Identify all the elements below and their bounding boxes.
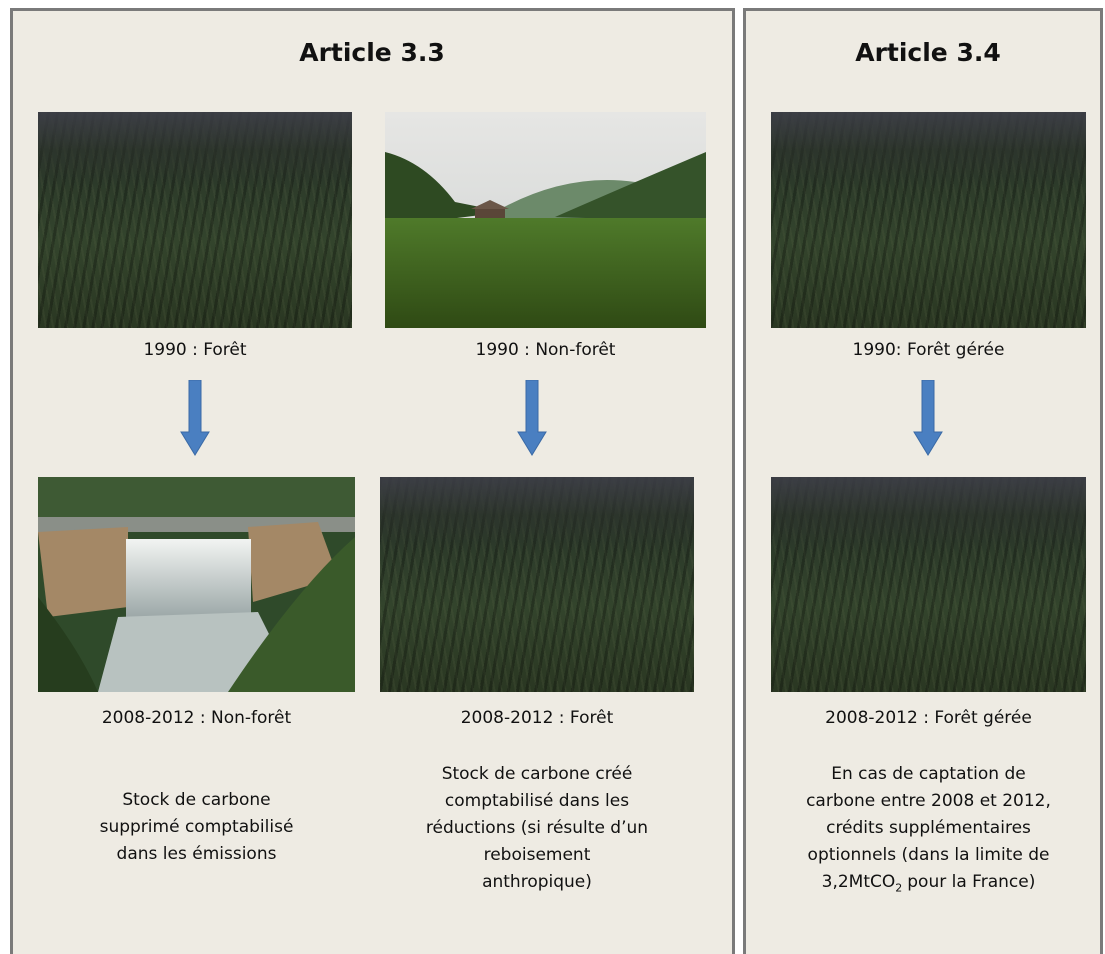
after-label: 2008-2012 : Non-forêt bbox=[101, 708, 292, 728]
description-line: dans les émissions bbox=[116, 844, 277, 864]
description-line: anthropique) bbox=[482, 872, 592, 892]
down-arrow bbox=[180, 380, 210, 456]
subscript: 2 bbox=[895, 881, 903, 895]
description: En cas de captation de carbone entre 2008… bbox=[771, 761, 1086, 901]
after-label: 2008-2012 : Forêt bbox=[460, 708, 614, 728]
after-label: 2008-2012 : Forêt gérée bbox=[825, 708, 1032, 728]
description-line: réductions (si résulte d’un bbox=[425, 818, 649, 838]
down-arrow bbox=[517, 380, 547, 456]
forest-photo bbox=[380, 477, 694, 692]
description-text: 3,2MtCO bbox=[821, 872, 896, 892]
before-label: 1990 : Forêt bbox=[143, 340, 247, 360]
description-line: reboisement bbox=[483, 845, 591, 865]
description-line: Stock de carbone créé bbox=[441, 764, 633, 784]
before-label: 1990 : Non-forêt bbox=[475, 340, 616, 360]
panel-title: Article 3.3 bbox=[299, 38, 445, 67]
forest-photo bbox=[771, 112, 1086, 328]
description-text: pour la France) bbox=[907, 872, 1036, 892]
forest-photo bbox=[771, 477, 1086, 692]
description: Stock de carbone créé comptabilisé dans l… bbox=[380, 761, 694, 896]
down-arrow bbox=[913, 380, 943, 456]
description-line: 3,2MtCO2 pour la France) bbox=[771, 869, 1086, 901]
description-line: Stock de carbone bbox=[122, 790, 271, 810]
description-line: optionnels (dans la limite de bbox=[807, 845, 1050, 865]
description-line: supprimé comptabilisé bbox=[99, 817, 294, 837]
dam-photo bbox=[38, 477, 355, 692]
forest-photo bbox=[38, 112, 352, 328]
description: Stock de carbone supprimé comptabilisé dan… bbox=[38, 787, 355, 868]
meadow-photo bbox=[385, 112, 706, 328]
description-line: comptabilisé dans les bbox=[444, 791, 630, 811]
description-line: crédits supplémentaires bbox=[826, 818, 1031, 838]
description-line: En cas de captation de bbox=[831, 764, 1026, 784]
description-line: carbone entre 2008 et 2012, bbox=[806, 791, 1051, 811]
before-label: 1990: Forêt gérée bbox=[852, 340, 1005, 360]
panel-title: Article 3.4 bbox=[855, 38, 1001, 67]
